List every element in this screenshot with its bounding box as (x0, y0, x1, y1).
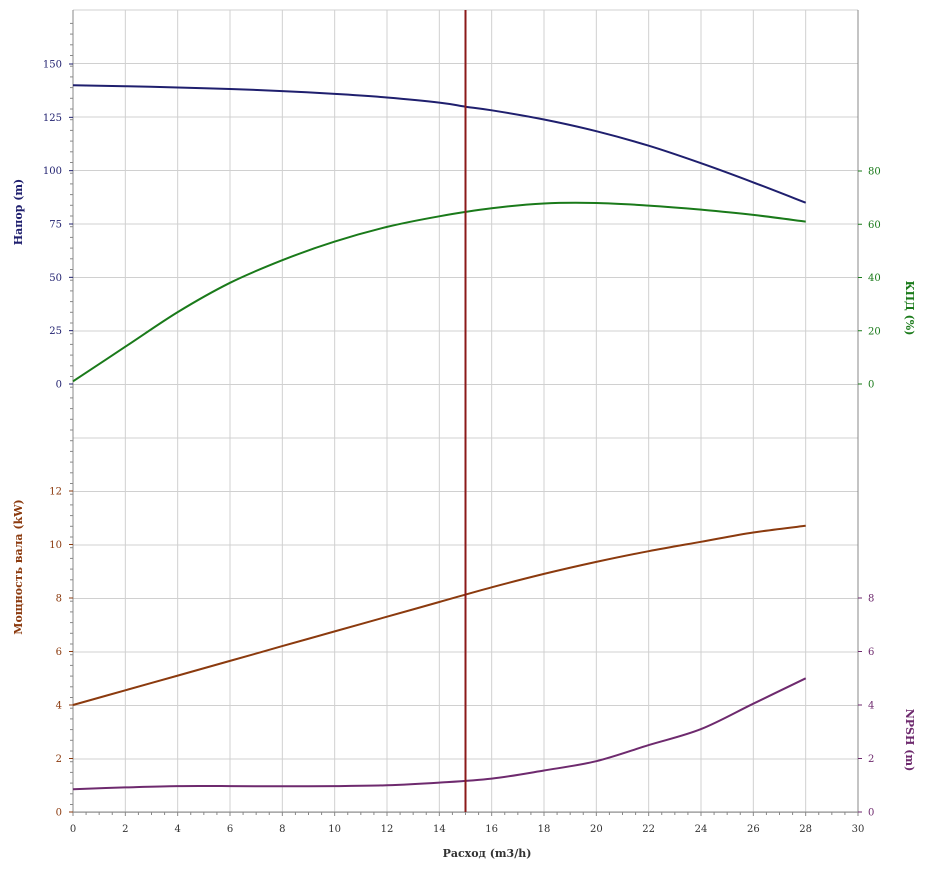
efficiency-curve (72, 201, 806, 383)
x-tick-label: 6 (227, 824, 233, 835)
head-tick-label: 100 (43, 166, 62, 177)
x-tick-label: 4 (174, 824, 180, 835)
power-tick-label: 0 (56, 808, 62, 819)
efficiency-tick-label: 40 (868, 273, 881, 284)
labels-layer: 0 2 4 6 8 10 12 14 16 18 20 22 24 26 28 300255075100125… (43, 60, 881, 836)
x-tick-label: 26 (747, 824, 760, 835)
power-tick-label: 8 (56, 594, 62, 605)
efficiency-tick-label: 0 (868, 380, 874, 391)
x-tick-label: 12 (381, 824, 394, 835)
efficiency-tick-label: 60 (868, 220, 881, 231)
power-tick-label: 12 (49, 487, 62, 498)
head-tick-label: 75 (49, 220, 62, 231)
x-tick-label: 18 (538, 824, 551, 835)
head-tick-label: 0 (56, 380, 62, 391)
x-tick-label: 22 (642, 824, 655, 835)
x-tick-label: 28 (799, 824, 812, 835)
upper-right-axis-title: КПД (%) (903, 281, 916, 336)
power-tick-label: 2 (56, 754, 62, 765)
head-tick-label: 50 (49, 273, 62, 284)
npsh-tick-label: 8 (868, 594, 874, 605)
power-tick-label: 10 (49, 540, 62, 551)
head-tick-label: 25 (49, 326, 62, 337)
head-curve (72, 84, 807, 204)
x-tick-label: 20 (590, 824, 603, 835)
npsh-tick-label: 6 (868, 647, 874, 658)
x-tick-label: 16 (485, 824, 498, 835)
power-curve (72, 524, 806, 706)
upper-left-axis-title: Напор (m) (12, 179, 25, 245)
efficiency-tick-label: 80 (868, 167, 881, 178)
npsh-curve (72, 677, 807, 791)
x-tick-label: 2 (122, 824, 128, 835)
lower-right-axis-title: NPSH (m) (903, 709, 916, 772)
x-tick-label: 24 (695, 824, 708, 835)
axes-layer (69, 10, 862, 816)
x-tick-label: 14 (433, 824, 446, 835)
x-axis-title: Расход (m3/h) (443, 847, 532, 860)
npsh-tick-label: 2 (868, 754, 874, 765)
x-tick-label: 10 (328, 824, 341, 835)
x-tick-label: 30 (852, 824, 865, 835)
lower-left-axis-title: Мощность вала (kW) (12, 499, 25, 634)
head-tick-label: 150 (43, 60, 62, 71)
series-layer (72, 10, 807, 812)
npsh-tick-label: 4 (868, 701, 874, 712)
efficiency-tick-label: 20 (868, 326, 881, 337)
x-tick-label: 8 (279, 824, 285, 835)
x-tick-label: 0 (70, 824, 76, 835)
power-tick-label: 4 (56, 701, 62, 712)
npsh-tick-label: 0 (868, 808, 874, 819)
power-tick-label: 6 (56, 647, 62, 658)
head-tick-label: 125 (43, 113, 62, 124)
